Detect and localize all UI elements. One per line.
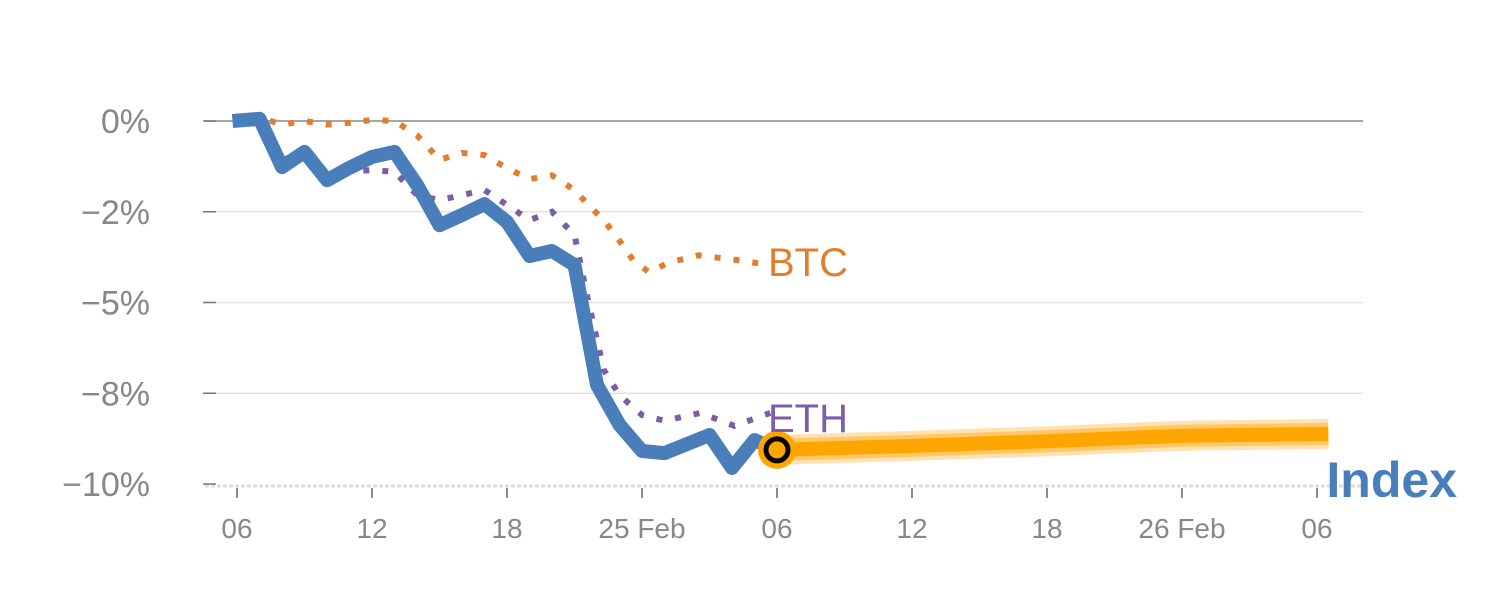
x-tick-label: 12 (356, 513, 387, 544)
y-tick-label: −10% (62, 466, 150, 504)
x-tick-label: 12 (896, 513, 927, 544)
x-tick-label: 26 Feb (1138, 513, 1225, 544)
series-labels: BTC ETH Index (768, 241, 1457, 508)
grid-lines (205, 120, 1363, 488)
x-tick-label: 06 (1301, 513, 1332, 544)
series-label-eth: ETH (768, 397, 848, 441)
y-axis: 0% −2% −5% −8% −10% (62, 103, 216, 504)
series-line-index (231, 111, 780, 475)
y-tick-label: 0% (101, 103, 150, 141)
x-tick-label: 25 Feb (598, 513, 685, 544)
y-tick-label: −2% (81, 194, 150, 232)
y-tick-label: −8% (81, 375, 150, 413)
series-line-forecast (776, 426, 1329, 457)
current-point-ring (763, 436, 791, 464)
y-tick-label: −5% (81, 285, 150, 323)
series-lines (231, 111, 1329, 475)
x-tick-label: 06 (221, 513, 252, 544)
series-line-btc (232, 114, 771, 276)
x-tick-label: 18 (491, 513, 522, 544)
x-tick-label: 06 (761, 513, 792, 544)
x-tick-label: 18 (1031, 513, 1062, 544)
series-label-index: Index (1326, 452, 1457, 508)
series-label-btc: BTC (768, 241, 848, 285)
x-axis: 06 12 18 25 Feb 06 12 18 26 Feb 06 (221, 488, 1333, 544)
